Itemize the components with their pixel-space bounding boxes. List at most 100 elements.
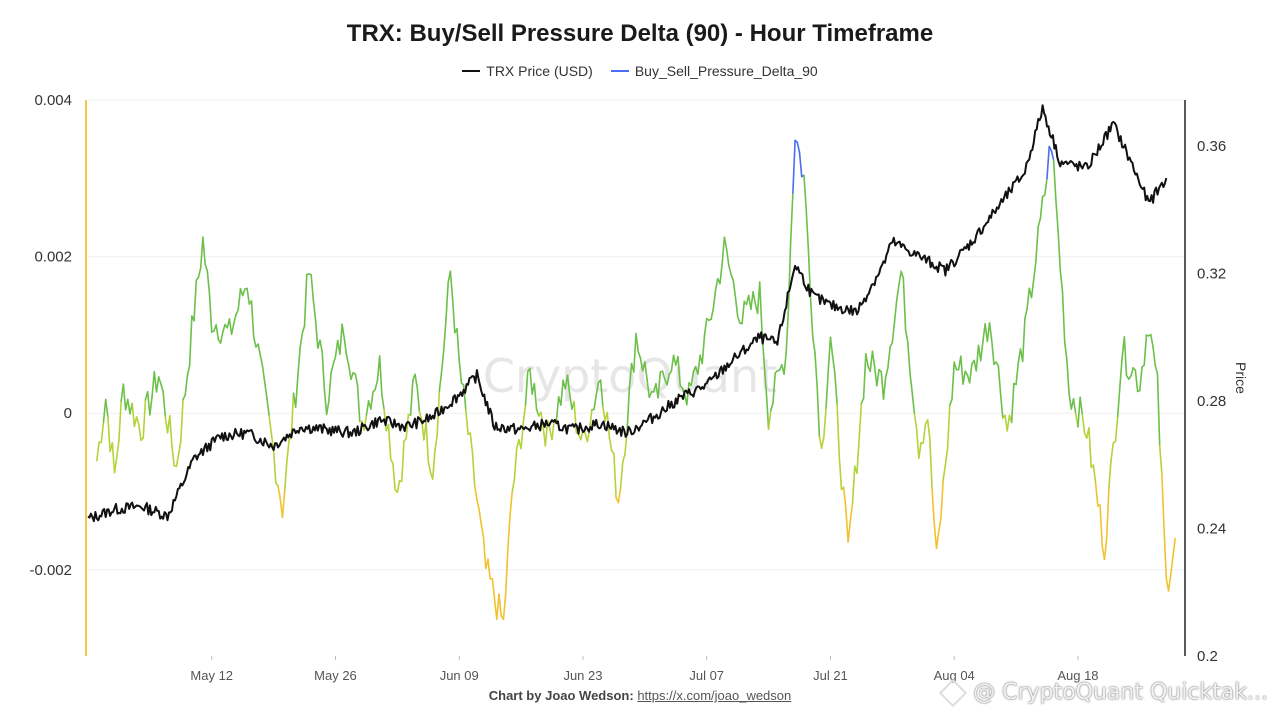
delta-segment [1010, 382, 1015, 424]
delta-segment [765, 392, 770, 430]
delta-segment [734, 296, 739, 317]
delta-segment [845, 508, 849, 543]
delta-segment [303, 273, 308, 327]
delta-segment [891, 321, 896, 344]
x-tick-label: May 12 [190, 668, 233, 683]
delta-segment [374, 379, 379, 391]
delta-segment [922, 423, 927, 444]
delta-segment [1143, 334, 1148, 366]
delta-segment [1156, 373, 1161, 447]
delta-segment [473, 484, 478, 501]
delta-segment [111, 442, 116, 474]
delta-segment [1026, 287, 1031, 310]
delta-segment [261, 365, 266, 384]
delta-segment [1032, 259, 1037, 281]
grid-lines [88, 99, 1184, 571]
delta-segment [310, 274, 315, 302]
x-tick-labels: May 12 May 26 Jun 09 Jun 23 Jul 07 Jul 21 Aug … [190, 656, 1099, 683]
delta-segment [842, 486, 847, 511]
delta-segment [856, 437, 860, 475]
delta-segment [1077, 396, 1081, 428]
delta-segment [644, 361, 648, 381]
delta-segment [458, 359, 463, 384]
delta-segment [113, 456, 118, 474]
delta-segment [389, 458, 394, 465]
delta-segment [480, 523, 485, 539]
delta-segment [321, 351, 326, 392]
delta-segment [1123, 336, 1128, 377]
y-left-tick-label: -0.002 [29, 562, 72, 579]
delta-segment [573, 400, 578, 434]
legend-item-delta[interactable]: Buy_Sell_Pressure_Delta_90 [610, 63, 818, 79]
delta-segment [1119, 357, 1123, 388]
delta-segment [608, 437, 613, 452]
delta-segment [1055, 198, 1059, 231]
delta-segment [811, 336, 816, 354]
delta-segment [1167, 574, 1172, 592]
delta-segment [721, 236, 726, 265]
delta-segment [758, 281, 763, 332]
delta-segment [237, 287, 242, 311]
credit-link[interactable]: https://x.com/joao_wedson [637, 688, 792, 703]
delta-segment [1024, 307, 1028, 320]
delta-segment [202, 236, 206, 265]
delta-segment [259, 354, 264, 368]
axes [85, 100, 1186, 656]
x-tick-label: Jun 09 [440, 668, 479, 683]
delta-segment [787, 240, 792, 309]
delta-segment [730, 273, 735, 281]
delta-segment [712, 289, 717, 310]
delta-segment [126, 398, 131, 415]
delta-segment [438, 371, 443, 392]
delta-segment [763, 362, 768, 394]
delta-segment [929, 438, 933, 490]
delta-segment [414, 373, 419, 389]
delta-segment [263, 381, 268, 400]
delta-segment [621, 453, 626, 463]
delta-segment [478, 509, 483, 526]
delta-segment [416, 386, 421, 413]
delta-segment [208, 293, 213, 333]
delta-segment [233, 313, 237, 325]
delta-segment [851, 465, 856, 504]
y-right-tick-label: 0.36 [1197, 138, 1226, 155]
delta-segment [378, 355, 383, 396]
delta-segment [319, 339, 324, 354]
delta-segment [332, 355, 337, 365]
delta-segment [188, 315, 193, 367]
delta-segment [657, 371, 662, 399]
delta-segment [1079, 396, 1084, 416]
delta-segment [831, 355, 836, 375]
delta-segment [882, 376, 887, 400]
delta-segment [568, 393, 573, 410]
delta-segment [820, 436, 825, 449]
delta-segment [767, 409, 772, 430]
legend-item-price[interactable]: TRX Price (USD) [462, 63, 593, 79]
delta-segment [931, 488, 936, 526]
delta-segment [135, 416, 140, 426]
delta-segment [507, 514, 511, 551]
delta-segment [1092, 464, 1097, 484]
delta-segment [593, 394, 598, 411]
delta-segment [769, 402, 774, 412]
delta-segment [750, 290, 754, 311]
delta-segment [266, 397, 270, 418]
delta-segment [1072, 398, 1077, 415]
delta-segment [823, 407, 827, 438]
delta-segment [816, 386, 821, 438]
y-right-tick-label: 0.2 [1197, 648, 1218, 665]
delta-segment [566, 374, 571, 395]
delta-segment [168, 414, 173, 448]
delta-segment [560, 379, 564, 406]
delta-segment [789, 192, 794, 243]
delta-segment [182, 394, 187, 401]
delta-segment [440, 349, 445, 374]
delta-segment [884, 367, 889, 378]
delta-segment [107, 416, 111, 453]
delta-segment [803, 174, 807, 209]
delta-segment [865, 353, 869, 367]
delta-segment [1063, 340, 1068, 362]
chart-credit: Chart by Joao Wedson: https://x.com/joao… [0, 688, 1280, 703]
delta-segment [960, 355, 964, 385]
delta-segment [465, 409, 469, 436]
